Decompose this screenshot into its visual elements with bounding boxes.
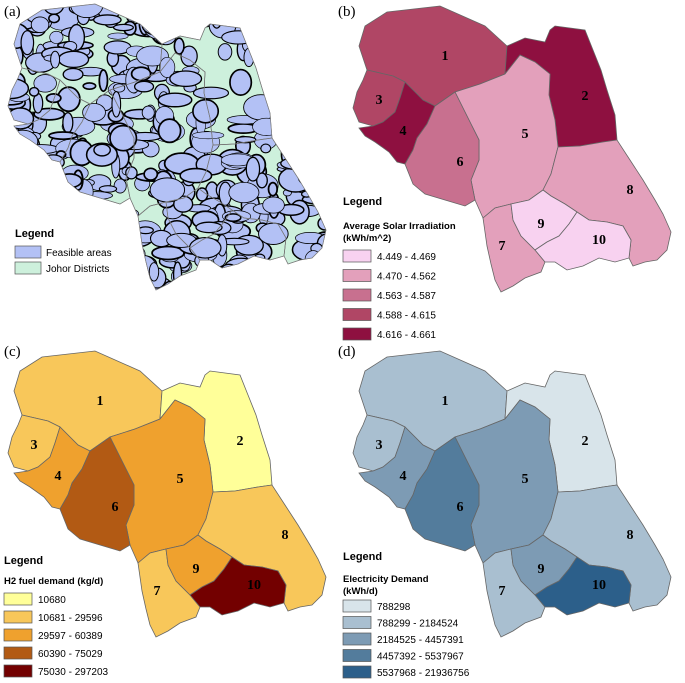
legend-a-item-districts: Johor Districts — [46, 264, 109, 275]
district-4-label: 4 — [55, 469, 62, 484]
legend-d-title: Legend — [343, 551, 382, 563]
district-7-label: 7 — [499, 239, 506, 254]
district-5-label: 5 — [522, 472, 529, 487]
legend-b-subtitle-1: Average Solar Irradiation — [343, 221, 456, 232]
district-6-region — [404, 91, 480, 207]
legend-b-title: Legend — [343, 196, 382, 208]
district-2-label: 2 — [582, 89, 589, 104]
legend-item-3: 4.588 - 4.615 — [377, 311, 436, 322]
legend-d-subtitle-2: (kWh/d) — [343, 586, 378, 597]
district-6-label: 6 — [457, 155, 464, 170]
district-5-label: 5 — [177, 472, 184, 487]
legend-swatch-2 — [342, 288, 372, 302]
district-10-region — [534, 556, 632, 616]
legend-b: Legend Average Solar Irradiation (kWh/m^… — [342, 196, 456, 341]
district-8-label: 8 — [627, 528, 634, 543]
district-6-region — [404, 436, 480, 552]
district-9-label: 9 — [538, 562, 545, 577]
legend-swatch-2 — [342, 632, 372, 646]
district-4-region — [358, 426, 436, 510]
legend-b-subtitle-2: (kWh/m^2) — [343, 233, 391, 244]
legend-item-2: 4.563 - 4.587 — [377, 291, 436, 302]
district-7-label: 7 — [499, 584, 506, 599]
legend-swatch-4 — [342, 665, 372, 679]
legend-swatch-3 — [342, 308, 372, 321]
legend-a-swatch-feasible — [14, 245, 42, 259]
district-4-label: 4 — [400, 469, 407, 484]
legend-a-title: Legend — [15, 228, 54, 240]
district-1-label: 1 — [442, 49, 449, 64]
legend-item-4: 4.616 - 4.661 — [377, 330, 436, 341]
legend-swatch-3 — [3, 646, 33, 660]
legend-swatch-3 — [342, 649, 372, 662]
legend-swatch-0 — [342, 599, 372, 613]
district-9-label: 9 — [193, 562, 200, 577]
legend-swatch-4 — [3, 664, 33, 678]
panel-b: (b) 1 2 3 4 5 6 7 8 9 10 Legend Average Solar Irr… — [338, 4, 672, 341]
district-10-label: 10 — [592, 233, 606, 248]
district-2-label: 2 — [582, 434, 589, 449]
panel-d: (d) 1 2 3 4 5 6 7 8 9 10 Legend Electricity Deman… — [338, 344, 672, 679]
legend-item-4: 5537968 - 21936756 — [377, 668, 470, 679]
district-10-region — [534, 211, 632, 271]
panel-d-label: (d) — [338, 344, 356, 360]
legend-a-swatch-districts — [14, 261, 42, 275]
district-6-label: 6 — [112, 500, 119, 515]
legend-item-0: 4.449 - 4.469 — [377, 252, 436, 263]
legend-item-2: 29597 - 60389 — [38, 631, 103, 642]
legend-c: Legend H2 fuel demand (kg/d) 10680 10681 … — [3, 555, 109, 678]
district-1-label: 1 — [97, 394, 104, 409]
district-5-label: 5 — [522, 127, 529, 142]
legend-c-title: Legend — [4, 555, 43, 567]
panel-a: (a) Legend Feasible areas Johor District… — [4, 3, 327, 291]
legend-item-1: 10681 - 29596 — [38, 613, 103, 624]
panel-c-label: (c) — [4, 344, 21, 360]
legend-item-3: 4457392 - 5537967 — [377, 652, 464, 663]
district-10-label: 10 — [592, 578, 606, 593]
legend-swatch-1 — [342, 269, 372, 282]
district-9-label: 9 — [538, 217, 545, 232]
district-3-label: 3 — [376, 93, 383, 108]
district-2-label: 2 — [237, 434, 244, 449]
district-6-label: 6 — [457, 500, 464, 515]
legend-swatch-1 — [3, 610, 33, 624]
legend-a-item-feasible: Feasible areas — [46, 248, 112, 259]
legend-item-1: 788299 - 2184524 — [377, 619, 459, 630]
legend-item-1: 4.470 - 4.562 — [377, 272, 436, 283]
legend-item-4: 75030 - 297203 — [38, 667, 109, 678]
legend-swatch-1 — [342, 616, 372, 629]
legend-swatch-0 — [342, 249, 372, 263]
legend-c-subtitle-1: H2 fuel demand (kg/d) — [4, 576, 103, 587]
legend-swatch-2 — [3, 628, 33, 642]
legend-item-3: 60390 - 75029 — [38, 649, 103, 660]
legend-d-subtitle-1: Electricity Demand — [343, 574, 429, 585]
district-3-label: 3 — [376, 438, 383, 453]
district-4-region — [358, 81, 436, 165]
legend-swatch-4 — [342, 327, 372, 341]
map-d-electricity-demand: 1 2 3 4 5 6 7 8 9 10 — [352, 350, 672, 638]
map-a-feasible-areas — [7, 3, 327, 291]
panel-c: (c) 1 2 3 4 5 6 7 8 9 10 Legend H2 fuel demand (k… — [3, 344, 327, 678]
legend-item-2: 2184525 - 4457391 — [377, 635, 464, 646]
district-7-label: 7 — [154, 584, 161, 599]
district-4-region — [13, 426, 91, 510]
district-6-region — [59, 436, 135, 552]
district-4-label: 4 — [400, 124, 407, 139]
district-10-label: 10 — [247, 578, 261, 593]
district-3-label: 3 — [31, 438, 38, 453]
district-1-label: 1 — [442, 394, 449, 409]
district-8-label: 8 — [627, 183, 634, 198]
legend-swatch-0 — [3, 592, 33, 606]
district-10-region — [189, 556, 287, 616]
legend-item-0: 10680 — [38, 595, 66, 606]
panel-a-label: (a) — [4, 4, 21, 20]
legend-item-0: 788298 — [377, 602, 411, 613]
legend-a: Legend Feasible areas Johor Districts — [14, 228, 112, 275]
panel-b-label: (b) — [338, 4, 356, 20]
district-8-label: 8 — [282, 528, 289, 543]
map-b-solar-irradiation: 1 2 3 4 5 6 7 8 9 10 — [352, 5, 672, 293]
legend-d: Legend Electricity Demand (kWh/d) 788298… — [342, 551, 470, 679]
map-c-h2-demand: 1 2 3 4 5 6 7 8 9 10 — [7, 350, 327, 638]
